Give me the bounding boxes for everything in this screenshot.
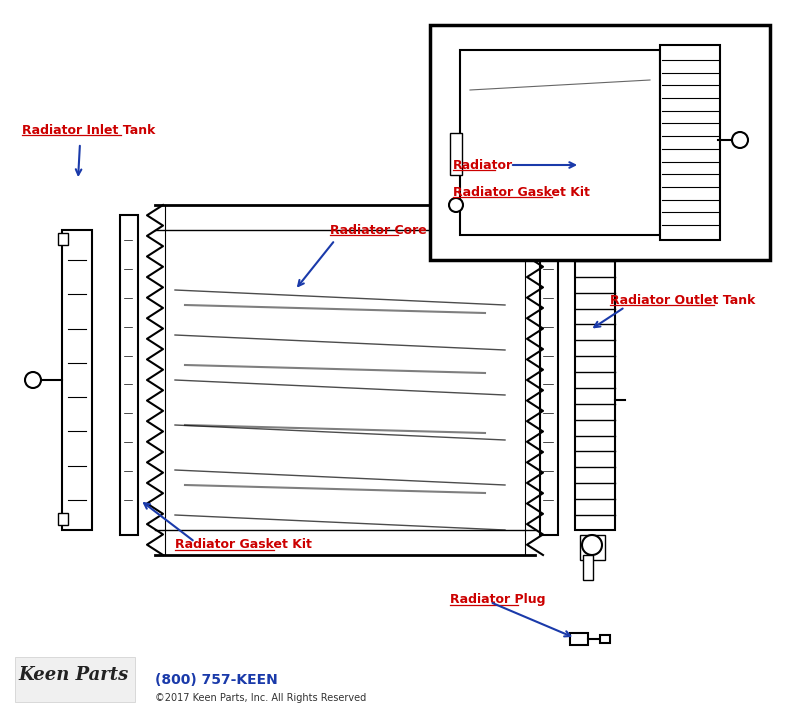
Text: ©2017 Keen Parts, Inc. All Rights Reserved: ©2017 Keen Parts, Inc. All Rights Reserv… xyxy=(155,693,366,703)
Bar xyxy=(430,25,770,260)
Bar xyxy=(58,233,68,245)
Bar xyxy=(583,205,593,240)
Bar xyxy=(570,633,588,645)
Circle shape xyxy=(25,372,41,388)
Circle shape xyxy=(582,535,602,555)
Bar xyxy=(450,133,462,175)
Bar xyxy=(660,45,720,240)
Text: Radiator Core: Radiator Core xyxy=(330,223,426,236)
Circle shape xyxy=(449,198,463,212)
Bar xyxy=(583,555,593,580)
Bar xyxy=(570,220,620,240)
Bar xyxy=(540,215,558,535)
Bar xyxy=(120,215,138,535)
Text: Radiator Outlet Tank: Radiator Outlet Tank xyxy=(610,294,755,307)
Bar xyxy=(62,230,92,530)
Text: Keen Parts: Keen Parts xyxy=(18,666,128,684)
Text: Radiator Gasket Kit: Radiator Gasket Kit xyxy=(175,539,312,552)
Bar xyxy=(600,635,610,643)
Bar xyxy=(460,50,660,235)
Text: Radiator: Radiator xyxy=(453,158,513,171)
Bar xyxy=(580,535,605,560)
Text: Radiator Plug: Radiator Plug xyxy=(450,593,546,606)
Text: Radiator Inlet Tank: Radiator Inlet Tank xyxy=(22,124,155,137)
Text: Radiator Gasket Kit: Radiator Gasket Kit xyxy=(453,186,590,199)
Bar xyxy=(58,513,68,525)
Bar xyxy=(15,657,135,702)
Circle shape xyxy=(732,132,748,148)
Text: (800) 757-KEEN: (800) 757-KEEN xyxy=(155,673,278,687)
Bar xyxy=(575,220,615,530)
